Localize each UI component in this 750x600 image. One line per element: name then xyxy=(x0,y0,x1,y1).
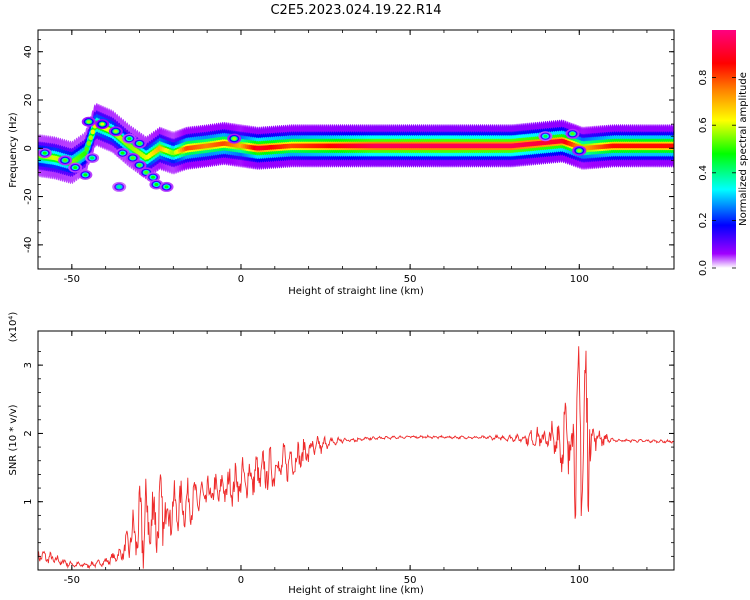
snr-xtick-label: 100 xyxy=(570,575,589,586)
snr-scale-note: (x10⁴) xyxy=(8,312,19,343)
colorbar-tick-label: 0.8 xyxy=(698,70,709,86)
spectrogram-blob xyxy=(543,134,548,138)
spectrogram-y-label: Frequency (Hz) xyxy=(8,112,19,188)
spectrogram-blob xyxy=(86,120,91,124)
snr-xtick-label: 0 xyxy=(238,575,244,586)
snr-ytick-label: 2 xyxy=(23,430,34,436)
spectrogram-cell xyxy=(88,135,93,141)
spectrogram-blob xyxy=(164,185,169,189)
spectrogram-blob xyxy=(73,166,78,170)
spectrogram-blob xyxy=(127,137,132,141)
spectrogram-blob xyxy=(137,141,142,145)
spectrogram-ytick-label: 40 xyxy=(23,45,34,58)
snr-ytick-label: 1 xyxy=(23,499,34,505)
snr-y-label: SNR (10 * v/v) xyxy=(8,404,19,475)
spectrogram-cell xyxy=(84,146,89,152)
spectrogram-ytick-label: -40 xyxy=(23,237,34,253)
snr-frame xyxy=(37,330,675,571)
chart-title: C2E5.2023.024.19.22.R14 xyxy=(270,3,441,18)
spectrogram-blob xyxy=(232,137,237,141)
colorbar-tick-label: 0.6 xyxy=(698,117,709,133)
spectrogram-cell xyxy=(671,143,674,149)
snr-ytick-label: 3 xyxy=(23,362,34,368)
spectrogram-blob xyxy=(42,151,47,155)
spectrogram-blob xyxy=(100,122,105,126)
spectrogram-xtick-label: -50 xyxy=(64,274,80,285)
colorbar-tick-label: 0.4 xyxy=(698,165,709,181)
snr-x-label: Height of straight line (km) xyxy=(288,585,424,596)
colorbar-tick-label: 0.0 xyxy=(698,260,709,276)
colorbar-gradient xyxy=(712,30,736,268)
spectrogram-ytick-label: 0 xyxy=(23,145,34,151)
spectrogram-blob xyxy=(83,173,88,177)
spectrogram-plot: -50 0 50 100 -40 -20 0 20 40 Height of straight … xyxy=(8,29,675,297)
colorbar-label: Normalized spectral amplitude xyxy=(738,72,749,226)
spectrogram-cell xyxy=(90,129,96,135)
spectrogram-cell xyxy=(82,151,87,157)
spectrogram-blob xyxy=(90,156,95,160)
colorbar-tick-label: 0.2 xyxy=(698,212,709,228)
spectrogram-blob xyxy=(130,156,135,160)
spectrogram-frame xyxy=(37,29,675,270)
spectrogram-blob xyxy=(577,149,582,153)
spectrogram-ytick-label: 20 xyxy=(23,94,34,107)
spectrogram-blob xyxy=(63,158,68,162)
spectrogram-cell xyxy=(86,141,91,146)
spectrogram-blob xyxy=(120,151,125,155)
spectrogram-xtick-label: 0 xyxy=(238,274,244,285)
spectrogram-xtick-label: 100 xyxy=(570,274,589,285)
spectrogram-blob xyxy=(137,163,142,167)
spectrogram-x-label: Height of straight line (km) xyxy=(288,286,424,297)
snr-series-line xyxy=(38,346,674,570)
spectrogram-blob xyxy=(117,185,122,189)
snr-xtick-label: 50 xyxy=(404,575,417,586)
colorbar: 0.0 0.2 0.4 0.6 0.8 Normalized spectral ampl… xyxy=(698,30,749,276)
spectrogram-blob xyxy=(113,129,118,133)
spectrogram-blob xyxy=(570,132,575,136)
spectrogram-blob xyxy=(144,170,149,174)
snr-plot: -50 0 50 100 1 2 3 (x10⁴) Height of straight l… xyxy=(8,312,675,596)
spectrogram-blob xyxy=(154,183,159,187)
spectrogram-ytick-label: -20 xyxy=(23,188,34,204)
spectrogram-blob xyxy=(151,175,156,179)
snr-xtick-label: -50 xyxy=(64,575,80,586)
spectrogram-xtick-label: 50 xyxy=(404,274,417,285)
